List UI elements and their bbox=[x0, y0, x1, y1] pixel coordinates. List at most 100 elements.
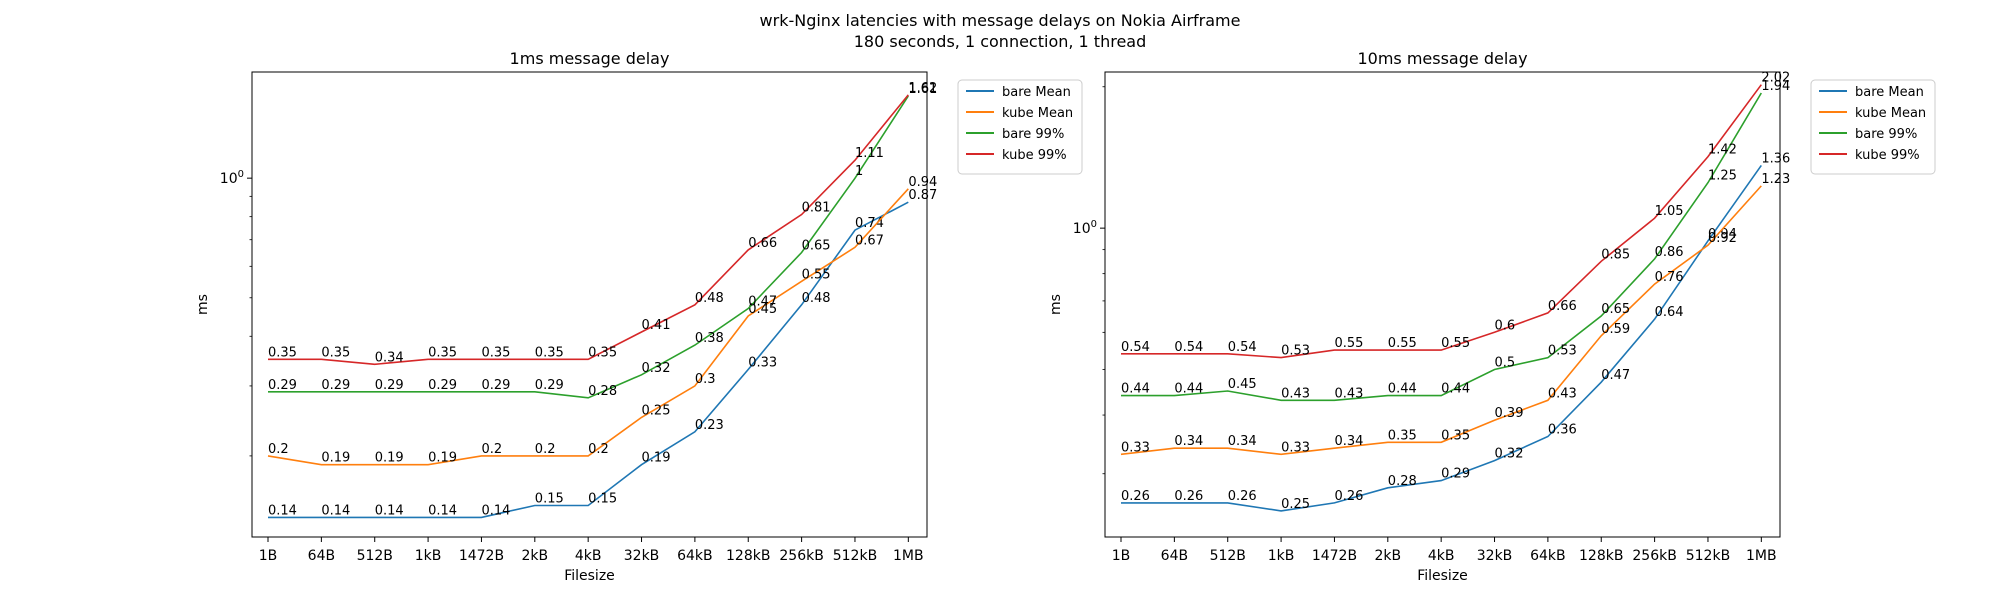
chart2-data-label-kube-99pct: 0.55 bbox=[1441, 336, 1470, 351]
chart1-data-label-kube-mean: 0.2 bbox=[535, 442, 556, 457]
chart2-data-label-bare-99pct: 0.5 bbox=[1495, 356, 1516, 371]
chart1-legend-label-kube-99pct: kube 99% bbox=[1002, 148, 1067, 163]
chart1-data-label-kube-mean: 0.19 bbox=[321, 451, 350, 466]
chart2-data-label-bare-mean: 0.26 bbox=[1228, 489, 1257, 504]
chart1-data-label-bare-99pct: 0.38 bbox=[695, 331, 724, 346]
chart1-data-label-bare-99pct: 0.29 bbox=[481, 378, 510, 393]
chart1-ylabel: ms bbox=[195, 294, 211, 315]
chart2-y-tick-label: 100 bbox=[1073, 219, 1097, 237]
chart1-data-label-kube-99pct: 1.62 bbox=[908, 81, 937, 96]
chart1-data-label-kube-mean: 0.2 bbox=[481, 442, 502, 457]
chart1-data-label-kube-mean: 0.19 bbox=[375, 451, 404, 466]
chart2-data-label-bare-mean: 1.36 bbox=[1761, 151, 1790, 166]
chart2-data-label-bare-99pct: 0.44 bbox=[1174, 382, 1203, 397]
chart1-x-tick-label-64b: 64B bbox=[308, 548, 335, 564]
chart2-data-label-bare-mean: 0.26 bbox=[1121, 489, 1150, 504]
chart2-data-label-bare-99pct: 0.45 bbox=[1228, 377, 1257, 392]
chart1-data-label-kube-99pct: 0.48 bbox=[695, 291, 724, 306]
chart2-data-label-bare-mean: 0.26 bbox=[1174, 489, 1203, 504]
chart1-data-label-kube-mean: 0.94 bbox=[908, 175, 937, 190]
chart2-xlabel: Filesize bbox=[1417, 568, 1468, 584]
chart1-data-label-bare-99pct: 0.28 bbox=[588, 384, 617, 399]
chart2-data-label-kube-99pct: 1.05 bbox=[1655, 204, 1684, 219]
chart2-legend-label-bare-mean: bare Mean bbox=[1855, 85, 1924, 100]
chart2-data-label-kube-99pct: 0.54 bbox=[1228, 340, 1257, 355]
chart1-x-tick-label-1472b: 1472B bbox=[459, 548, 504, 564]
chart1-xlabel: Filesize bbox=[564, 568, 615, 584]
chart1-data-label-kube-mean: 0.2 bbox=[588, 442, 609, 457]
chart1-series-line-bare-99pct bbox=[268, 95, 909, 399]
chart2-x-tick-label-128kb: 128kB bbox=[1579, 548, 1623, 564]
chart1-data-label-kube-99pct: 1.11 bbox=[855, 146, 884, 161]
chart2-data-label-kube-99pct: 0.54 bbox=[1121, 340, 1150, 355]
chart1-x-tick-label-256kb: 256kB bbox=[779, 548, 823, 564]
chart2-data-label-bare-mean: 0.26 bbox=[1334, 489, 1363, 504]
chart1-x-tick-label-1b: 1B bbox=[259, 548, 278, 564]
chart1-series-line-kube-99pct bbox=[268, 94, 909, 366]
chart2-data-label-kube-99pct: 0.55 bbox=[1334, 336, 1363, 351]
figure-suptitle-line2: 180 seconds, 1 connection, 1 thread bbox=[854, 32, 1147, 51]
chart1-data-label-bare-mean: 0.33 bbox=[748, 355, 777, 370]
chart1-legend-label-bare-mean: bare Mean bbox=[1002, 85, 1071, 100]
chart2-data-label-kube-mean: 0.34 bbox=[1334, 434, 1363, 449]
chart2-data-label-bare-mean: 0.29 bbox=[1441, 467, 1470, 482]
chart1-data-label-bare-mean: 0.48 bbox=[802, 291, 831, 306]
chart1-data-label-kube-mean: 0.67 bbox=[855, 233, 884, 248]
chart2-x-tick-label-1b: 1B bbox=[1112, 548, 1131, 564]
chart1-data-label-bare-mean: 0.14 bbox=[375, 503, 404, 518]
chart1-data-label-bare-mean: 0.19 bbox=[642, 451, 671, 466]
chart2-series-line-bare-mean bbox=[1121, 164, 1762, 512]
chart1-data-label-bare-mean: 0.15 bbox=[588, 492, 617, 507]
chart1-x-tick-label-32kb: 32kB bbox=[624, 548, 660, 564]
chart1-x-tick-label-4kb: 4kB bbox=[575, 548, 602, 564]
chart1-x-tick-label-512b: 512B bbox=[357, 548, 393, 564]
chart1-x-tick-label-64kb: 64kB bbox=[677, 548, 713, 564]
chart2-data-label-kube-99pct: 0.85 bbox=[1601, 247, 1630, 262]
chart1-data-label-kube-mean: 0.19 bbox=[428, 451, 457, 466]
chart1-data-label-kube-mean: 0.45 bbox=[748, 302, 777, 317]
chart1-data-label-kube-99pct: 0.35 bbox=[535, 345, 564, 360]
chart2-legend-label-kube-99pct: kube 99% bbox=[1855, 148, 1920, 163]
chart2-x-tick-label-512kb: 512kB bbox=[1686, 548, 1730, 564]
chart2-x-tick-label-1472b: 1472B bbox=[1312, 548, 1357, 564]
chart-panel-10ms: 10ms message delay 1B 64B 512B 1kB 1472B 2kB 4k… bbox=[1048, 49, 1936, 584]
chart1-data-label-bare-mean: 0.14 bbox=[268, 503, 297, 518]
chart2-data-label-bare-mean: 0.25 bbox=[1281, 497, 1310, 512]
chart1-title: 1ms message delay bbox=[510, 49, 670, 68]
chart1-data-label-kube-99pct: 0.35 bbox=[268, 345, 297, 360]
chart1-data-label-kube-99pct: 0.81 bbox=[802, 201, 831, 216]
chart1-axes-frame bbox=[251, 71, 928, 538]
chart1-data-label-kube-99pct: 0.35 bbox=[428, 345, 457, 360]
chart2-data-label-kube-mean: 0.35 bbox=[1441, 428, 1470, 443]
chart2-x-tick-label-1kb: 1kB bbox=[1268, 548, 1295, 564]
chart1-data-label-kube-99pct: 0.35 bbox=[588, 345, 617, 360]
chart2-data-label-kube-99pct: 1.42 bbox=[1708, 143, 1737, 158]
chart1-data-label-bare-mean: 0.23 bbox=[695, 418, 724, 433]
chart2-data-label-kube-mean: 0.34 bbox=[1228, 434, 1257, 449]
chart1-legend bbox=[957, 79, 1083, 175]
chart1-data-label-kube-99pct: 0.35 bbox=[321, 345, 350, 360]
chart2-data-label-bare-mean: 0.64 bbox=[1655, 305, 1684, 320]
chart1-x-tick-label-1mb: 1MB bbox=[893, 548, 924, 564]
chart1-data-label-kube-99pct: 0.41 bbox=[642, 318, 671, 333]
chart2-data-label-kube-mean: 0.59 bbox=[1601, 322, 1630, 337]
chart1-data-label-bare-99pct: 0.47 bbox=[748, 294, 777, 309]
chart1-data-label-kube-mean: 0.25 bbox=[642, 403, 671, 418]
chart2-x-tick-label-2kb: 2kB bbox=[1374, 548, 1401, 564]
chart1-data-label-bare-99pct: 0.29 bbox=[375, 378, 404, 393]
chart1-y-tick-label: 100 bbox=[220, 169, 244, 187]
chart2-data-label-bare-99pct: 0.53 bbox=[1548, 344, 1577, 359]
chart2-x-tick-label-512b: 512B bbox=[1210, 548, 1246, 564]
chart2-data-label-kube-mean: 0.43 bbox=[1548, 386, 1577, 401]
chart2-x-tick-label-1mb: 1MB bbox=[1746, 548, 1777, 564]
chart1-data-label-bare-99pct: 0.29 bbox=[268, 378, 297, 393]
chart1-x-tick-label-512kb: 512kB bbox=[833, 548, 877, 564]
chart2-title: 10ms message delay bbox=[1357, 49, 1527, 68]
chart2-legend bbox=[1810, 79, 1936, 175]
chart1-legend-label-bare-99pct: bare 99% bbox=[1002, 127, 1064, 142]
chart1-series-line-kube-mean bbox=[267, 188, 909, 466]
chart1-data-label-bare-mean: 0.14 bbox=[428, 503, 457, 518]
chart2-data-label-bare-99pct: 0.43 bbox=[1334, 386, 1363, 401]
chart2-data-label-bare-mean: 0.47 bbox=[1601, 368, 1630, 383]
